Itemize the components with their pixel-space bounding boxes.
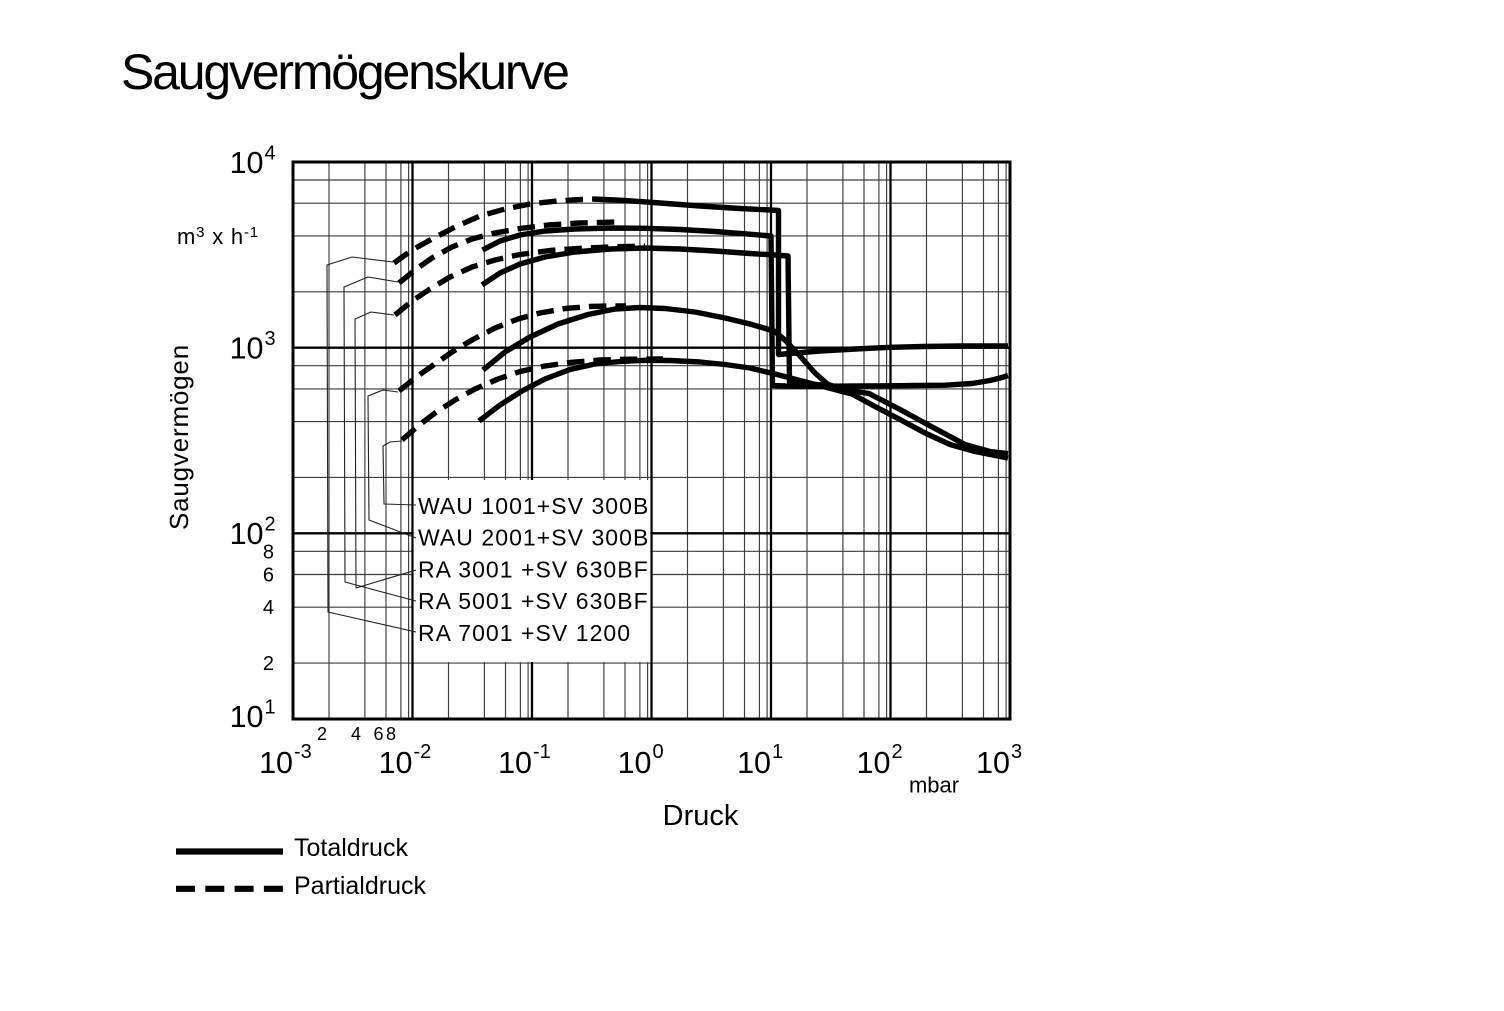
svg-text:10: 10 — [259, 746, 293, 780]
svg-text:2: 2 — [317, 724, 327, 744]
svg-text:10: 10 — [230, 517, 264, 551]
svg-text:WAU 2001+SV 300B: WAU 2001+SV 300B — [418, 525, 649, 551]
svg-text:mbar: mbar — [909, 773, 959, 798]
svg-text:3: 3 — [265, 328, 276, 350]
svg-text:4: 4 — [265, 142, 276, 164]
svg-text:2: 2 — [265, 514, 276, 536]
svg-text:10: 10 — [230, 146, 264, 180]
svg-text:10: 10 — [230, 331, 264, 365]
svg-text:10: 10 — [857, 746, 891, 780]
svg-text:4: 4 — [263, 597, 274, 619]
svg-text:-1: -1 — [533, 741, 551, 763]
svg-text:RA 5001 +SV 630BF: RA 5001 +SV 630BF — [418, 588, 649, 614]
svg-text:10: 10 — [230, 700, 264, 734]
svg-text:4: 4 — [351, 724, 361, 744]
svg-text:10: 10 — [976, 746, 1010, 780]
svg-text:RA 3001 +SV 630BF: RA 3001 +SV 630BF — [418, 556, 649, 582]
svg-text:-2: -2 — [414, 741, 432, 763]
svg-text:1: 1 — [772, 741, 783, 763]
svg-text:Totaldruck: Totaldruck — [294, 834, 408, 862]
svg-text:0: 0 — [653, 741, 664, 763]
svg-text:3: 3 — [1011, 741, 1022, 763]
svg-text:WAU 1001+SV 300B: WAU 1001+SV 300B — [418, 493, 649, 519]
svg-text:2: 2 — [263, 653, 274, 675]
svg-text:m3 x h-1: m3 x h-1 — [177, 224, 259, 249]
svg-text:RA 7001 +SV 1200: RA 7001 +SV 1200 — [418, 620, 631, 646]
svg-text:10: 10 — [737, 746, 771, 780]
svg-text:2: 2 — [892, 741, 903, 763]
svg-text:Partialdruck: Partialdruck — [294, 872, 426, 900]
svg-text:-3: -3 — [294, 741, 312, 763]
svg-text:6: 6 — [263, 565, 274, 587]
svg-text:Saugvermögen: Saugvermögen — [164, 344, 194, 530]
svg-text:10: 10 — [379, 746, 413, 780]
svg-text:6: 6 — [373, 724, 383, 744]
svg-text:8: 8 — [263, 541, 274, 563]
svg-text:10: 10 — [618, 746, 652, 780]
svg-text:Saugvermögenskurve: Saugvermögenskurve — [121, 44, 568, 100]
svg-text:Druck: Druck — [663, 800, 739, 832]
svg-text:1: 1 — [265, 697, 276, 719]
svg-text:10: 10 — [498, 746, 532, 780]
svg-text:8: 8 — [386, 724, 396, 744]
